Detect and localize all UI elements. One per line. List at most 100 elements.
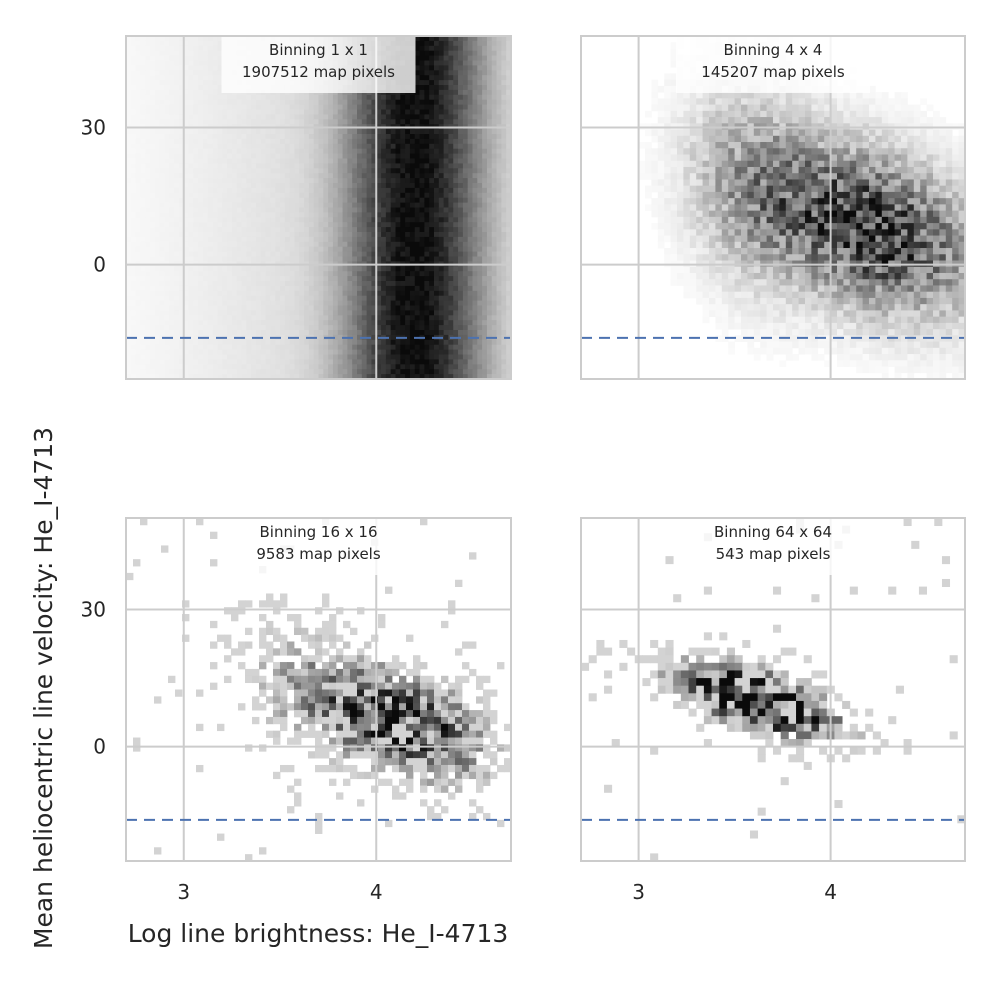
density-cell [212,138,218,145]
density-cell [424,359,430,365]
density-cell [159,89,165,96]
density-cell [212,256,218,262]
density-cell [154,94,161,101]
density-cell [207,232,214,238]
density-cell [434,80,440,86]
density-cell [280,374,286,380]
density-cell [241,153,247,159]
density-cell [251,104,257,110]
density-cell [308,212,315,218]
density-cell [145,202,151,208]
density-cell [126,183,132,189]
density-cell [462,75,469,81]
density-cell [462,359,469,365]
density-cell [212,36,218,42]
density-cell [126,227,132,233]
density-cell [222,339,228,346]
density-cell [332,104,339,110]
density-cell [212,330,218,336]
density-cell [414,295,420,301]
density-cell [294,330,300,336]
density-cell [145,349,151,355]
density-cell [323,290,329,297]
density-cell [434,129,440,135]
density-cell [203,197,209,203]
density-cell [246,173,252,179]
density-cell [222,207,228,213]
density-cell [357,344,363,350]
density-cell [251,143,257,150]
density-cell [371,138,377,145]
density-cell [352,285,358,292]
density-cell [255,369,262,375]
density-cell [357,207,363,213]
density-cell [159,339,165,346]
density-cell [424,65,430,71]
density-cell [371,241,377,248]
density-cell [183,305,189,311]
density-cell [236,227,242,233]
density-cell [294,212,300,218]
density-cell [198,212,204,218]
density-cell [313,153,319,159]
density-cell [294,119,300,125]
density-cell [453,359,459,365]
density-cell [236,344,242,350]
density-cell [357,354,363,360]
density-cell [443,305,449,311]
density-cell [352,227,358,233]
density-cell [366,339,372,346]
density-cell [231,163,238,169]
density-cell [198,197,204,203]
density-cell [198,271,204,277]
density-cell [275,236,281,243]
density-cell [203,232,209,238]
density-cell [231,276,238,282]
density-cell [174,192,180,199]
density-cell [352,202,358,208]
density-cell [414,310,420,316]
density-cell [366,232,372,238]
density-cell [145,183,151,189]
density-cell [342,143,348,150]
density-cell [284,295,291,301]
density-cell [299,178,305,184]
density-cell [318,94,324,101]
density-cell [236,119,242,125]
density-cell [140,104,146,110]
density-cell [419,114,425,120]
density-cell [188,192,194,199]
density-cell [458,256,464,262]
density-cell [453,55,459,61]
density-cell [174,246,180,252]
density-cell [337,241,343,248]
density-cell [246,310,252,316]
density-cell [178,138,185,145]
density-cell [462,99,469,105]
density-cell [140,276,146,282]
density-cell [178,217,185,223]
density-cell [438,143,445,150]
density-cell [188,178,194,184]
density-cell [304,129,310,135]
density-cell [419,354,425,360]
density-cell [376,325,382,331]
density-cell [188,45,194,52]
density-cell [429,129,435,135]
density-cell [313,281,319,287]
density-cell [212,241,218,248]
density-cell [289,290,295,297]
density-cell [424,320,430,326]
density-cell [299,271,305,277]
density-cell [145,168,151,174]
density-cell [270,344,276,350]
density-cell [438,60,445,66]
density-cell [448,212,454,218]
density-cell [150,89,156,96]
density-cell [357,276,363,282]
density-cell [347,138,353,145]
density-cell [366,281,372,287]
density-cell [140,285,146,292]
density-cell [395,138,401,145]
density-cell [438,138,445,145]
